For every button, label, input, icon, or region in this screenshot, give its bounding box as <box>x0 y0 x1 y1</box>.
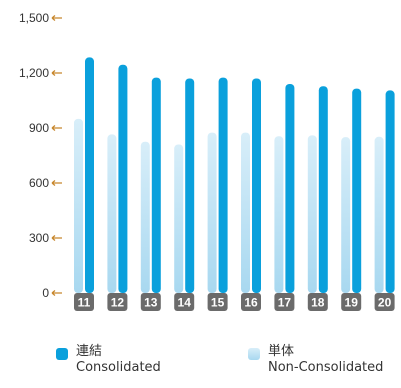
bar-non-consolidated <box>274 136 284 293</box>
bars <box>74 57 395 294</box>
legend-swatch-non-consolidated <box>248 348 260 360</box>
x-tick-label: 19 <box>345 296 359 310</box>
x-tick-label: 13 <box>144 296 158 310</box>
y-tick-arrow <box>51 180 62 186</box>
x-category-badge <box>374 293 395 311</box>
x-category-badge <box>341 293 362 311</box>
y-tick-label: 1,500 <box>19 11 49 25</box>
bar-consolidated <box>185 78 195 293</box>
legend-label-non-consolidated-en: Non-Consolidated <box>268 360 384 375</box>
x-tick-label: 15 <box>211 296 225 310</box>
x-category-badge <box>74 293 94 311</box>
bar-consolidated <box>318 86 328 293</box>
x-tick-label: 11 <box>78 296 91 310</box>
legend-label-non-consolidated-jp: 単体 <box>268 344 295 359</box>
bar-non-consolidated <box>107 134 117 293</box>
y-tick-arrow <box>51 125 62 131</box>
bar-non-consolidated <box>307 135 317 293</box>
legend-label-consolidated-en: Consolidated <box>76 360 161 375</box>
legend-consolidated: 連結 Consolidated <box>56 344 161 376</box>
bar-consolidated <box>85 57 94 293</box>
bar-consolidated <box>352 88 362 293</box>
bar-consolidated <box>385 90 395 294</box>
x-tick-label: 12 <box>111 296 125 310</box>
x-category-badge <box>174 293 195 311</box>
x-category-badge <box>241 293 261 311</box>
y-tick-arrow <box>51 290 62 296</box>
y-tick-label: 0 <box>42 286 49 300</box>
y-tick-arrow <box>51 235 62 241</box>
y-tick-label: 900 <box>29 121 49 135</box>
x-category-badge <box>307 293 328 311</box>
bar-chart: 0 300 600 900 1,200 1,500 11 12 13 14 15 16 17 18 19 2… <box>19 11 395 311</box>
bar-non-consolidated <box>74 118 83 293</box>
x-tick-label: 18 <box>311 296 325 310</box>
bar-non-consolidated <box>374 136 384 293</box>
bar-consolidated <box>285 84 295 293</box>
x-category-badge <box>274 293 295 311</box>
legend-swatch-consolidated <box>56 348 68 360</box>
bar-consolidated <box>118 64 128 293</box>
bar-non-consolidated <box>174 144 184 293</box>
x-tick-label: 17 <box>278 296 292 310</box>
legend-label-consolidated-jp: 連結 <box>76 344 103 359</box>
x-category-badge <box>140 293 161 311</box>
y-tick-label: 600 <box>29 176 49 190</box>
legend-non-consolidated: 単体 Non-Consolidated <box>248 344 383 376</box>
x-category-badge <box>207 293 228 311</box>
bar-consolidated <box>151 77 161 293</box>
bar-non-consolidated <box>207 132 217 293</box>
bar-non-consolidated <box>140 141 150 293</box>
y-tick-arrow <box>51 15 62 21</box>
bar-non-consolidated <box>341 137 351 293</box>
y-tick-arrow <box>51 70 62 76</box>
bar-consolidated <box>252 78 261 293</box>
x-tick-label: 16 <box>244 296 258 310</box>
bar-non-consolidated <box>241 132 250 293</box>
x-tick-label: 14 <box>178 296 192 310</box>
bar-consolidated <box>218 77 228 293</box>
y-tick-label: 1,200 <box>19 66 49 80</box>
x-tick-label: 20 <box>378 296 392 310</box>
x-category-badge <box>107 293 128 311</box>
y-axis: 0 300 600 900 1,200 1,500 <box>19 11 62 300</box>
y-tick-label: 300 <box>29 231 49 245</box>
x-axis: 11 12 13 14 15 16 17 18 19 20 <box>74 293 395 311</box>
